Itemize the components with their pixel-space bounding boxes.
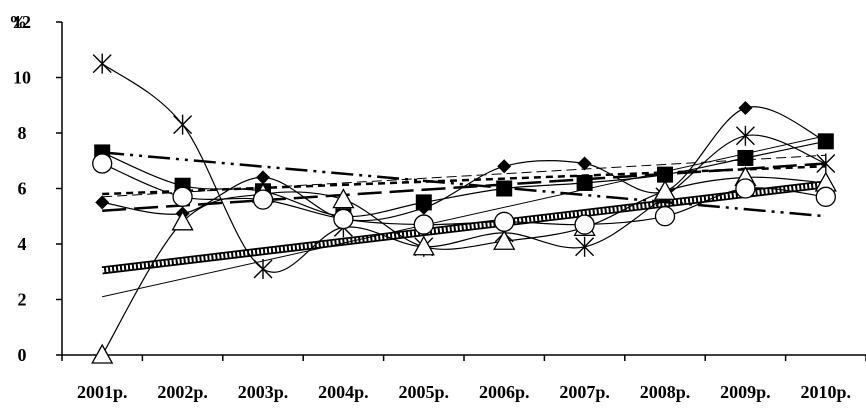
- x-tick-label: 2009р.: [720, 382, 771, 402]
- square-marker: [657, 166, 673, 183]
- trendline-thin-solid: [102, 135, 826, 298]
- star-marker: [816, 153, 836, 174]
- square-marker: [817, 133, 834, 150]
- triangle-marker: [493, 229, 516, 250]
- circle-marker: [333, 208, 354, 230]
- x-tick-label: 2005р.: [399, 382, 450, 402]
- series-line-diamond: [102, 106, 827, 222]
- circle-marker: [574, 214, 595, 235]
- square-marker: [576, 174, 593, 191]
- square-marker: [737, 149, 754, 166]
- square-marker: [415, 194, 432, 211]
- y-tick-label: 4: [18, 234, 27, 254]
- x-tick-label: 2001р.: [77, 382, 128, 402]
- series-markers: [91, 53, 837, 364]
- y-tick-label: 2: [18, 290, 27, 310]
- diamond-marker: [738, 101, 753, 116]
- trendline-dash-dot: [102, 151, 826, 218]
- x-tick-label: 2010р.: [801, 382, 852, 402]
- triangle-marker: [653, 179, 677, 200]
- circle-marker: [172, 186, 193, 207]
- y-tick-label: 6: [18, 179, 27, 199]
- star-marker: [575, 236, 595, 257]
- y-tick-label: 0: [18, 345, 27, 365]
- circle-marker: [413, 214, 434, 235]
- x-tick-label: 2008р.: [640, 382, 691, 402]
- series-line-square: [101, 140, 826, 218]
- series-line-star: [101, 63, 826, 273]
- star-marker: [92, 53, 112, 74]
- diamond-marker: [256, 170, 270, 185]
- trendlines: [101, 135, 827, 298]
- diamond-marker: [95, 195, 110, 210]
- series-line-circle: [101, 162, 826, 226]
- series-line-triangle: [101, 176, 826, 356]
- circle-marker: [735, 178, 756, 199]
- x-tick-label: 2006р.: [479, 382, 530, 402]
- star-marker: [253, 258, 273, 279]
- circle-marker: [654, 206, 676, 227]
- star-marker: [735, 125, 755, 146]
- circle-marker: [92, 153, 113, 174]
- circle-marker: [815, 186, 836, 207]
- triangle-marker: [412, 235, 435, 256]
- x-tick-label: 2002р.: [157, 382, 208, 402]
- x-tick-label: 2007р.: [559, 382, 610, 402]
- diamond-marker: [577, 156, 592, 171]
- series-lines: [101, 63, 827, 356]
- trendline-thick-dotted-pattern: [101, 182, 827, 273]
- y-tick-label: 12: [13, 12, 31, 32]
- star-marker: [173, 114, 193, 135]
- tick-labels: 0 2 4 6 8 10 12% 2001р. 2002р. 2003р. 2004р. 2005р.…: [9, 12, 851, 402]
- square-marker: [496, 180, 513, 197]
- x-tick-label: 2003р.: [238, 382, 289, 402]
- y-tick-label: 10: [13, 68, 31, 88]
- x-tick-label: 2004р.: [318, 382, 369, 402]
- triangle-marker: [171, 210, 194, 231]
- axes: [56, 21, 866, 361]
- triangle-marker: [332, 188, 355, 209]
- diamond-marker: [497, 159, 512, 174]
- circle-marker: [252, 189, 274, 210]
- y-tick-label: 8: [18, 123, 27, 143]
- circle-marker: [494, 211, 515, 232]
- y-axis-unit-label: %: [9, 12, 27, 32]
- triangle-marker: [91, 343, 114, 364]
